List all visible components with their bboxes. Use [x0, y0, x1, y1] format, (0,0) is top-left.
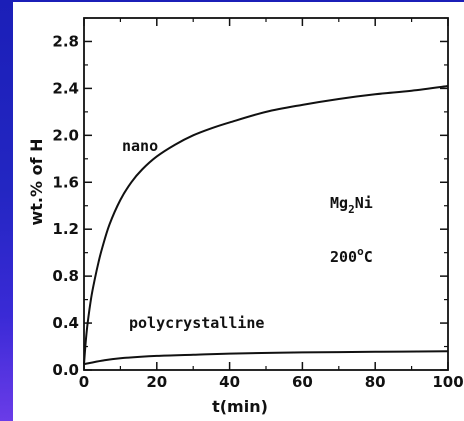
- x-tick-label: 100: [432, 373, 463, 391]
- y-tick-label: 2.0: [52, 126, 79, 144]
- x-tick-label: 80: [365, 373, 386, 391]
- series-label-nano: nano: [122, 137, 158, 155]
- annotation-temperature-main: 200: [330, 248, 357, 266]
- annotation-compound-subscript: 2: [348, 203, 355, 216]
- y-tick-label: 1.6: [52, 173, 79, 191]
- y-tick-label: 2.8: [52, 32, 79, 50]
- annotation-compound-tail: Ni: [355, 194, 373, 212]
- series-line-polycrystalline: [83, 350, 449, 366]
- x-axis-label: t(min): [212, 397, 268, 416]
- y-tick-label: 0.8: [52, 267, 79, 285]
- x-tick-label: 60: [292, 373, 313, 391]
- annotation-temperature: 200oC: [330, 245, 373, 266]
- series-line-nano: [83, 85, 449, 365]
- annotation-compound-main: Mg: [330, 194, 348, 212]
- y-tick-label: 0.0: [52, 361, 79, 379]
- x-tick-label: 20: [146, 373, 167, 391]
- y-axis-label: wt.% of H: [27, 138, 46, 225]
- annotation-compound: Mg2Ni: [330, 194, 373, 216]
- annotation-temperature-unit: C: [364, 248, 373, 266]
- axis-tick-labels: 0 20 40 60 80 100 0.0 0.4 0.8 1.2 1.6 2.0 2.4 2.8: [52, 32, 463, 391]
- series-label-polycrystalline: polycrystalline: [129, 314, 264, 332]
- y-tick-label: 2.4: [52, 79, 79, 97]
- annotation-temperature-degree: o: [357, 245, 364, 258]
- x-tick-label: 0: [79, 373, 89, 391]
- y-tick-label: 1.2: [52, 220, 79, 238]
- x-tick-label: 40: [219, 373, 240, 391]
- series-lines: [83, 85, 449, 366]
- y-tick-label: 0.4: [52, 314, 79, 332]
